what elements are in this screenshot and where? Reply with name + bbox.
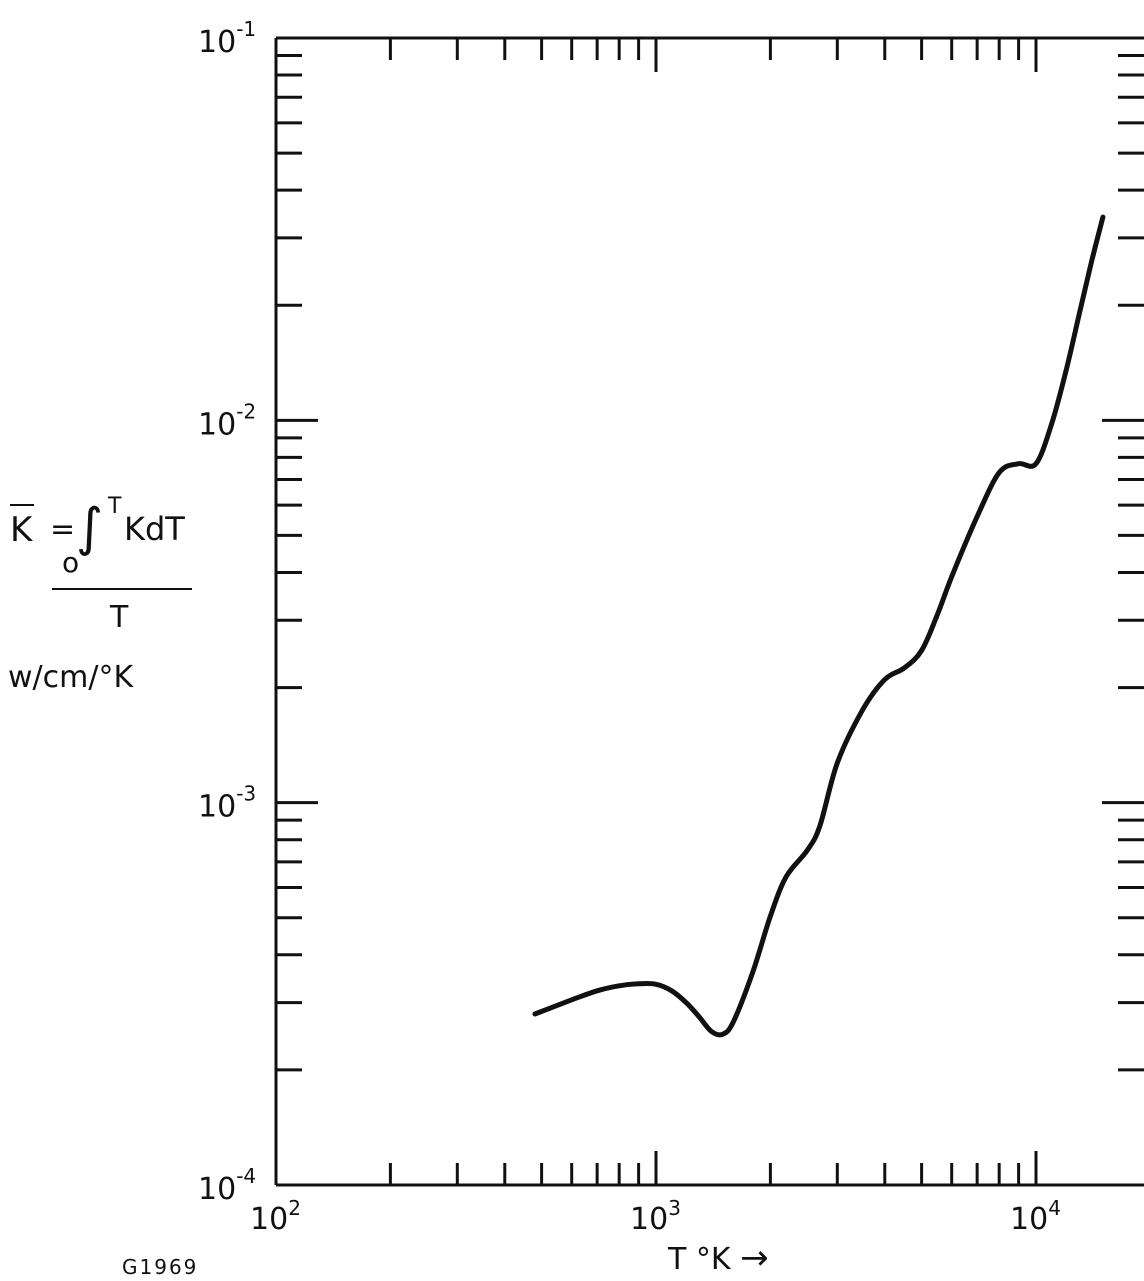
ylabel-denominator: T xyxy=(110,600,129,635)
ylabel-fraction-bar xyxy=(52,588,192,590)
y-tick-label: 10-1 xyxy=(198,17,256,60)
plot-frame xyxy=(274,36,1144,1187)
right-arrow-icon: → xyxy=(740,1238,769,1278)
series-line xyxy=(532,214,1106,1038)
x-axis-label: T °K → xyxy=(668,1238,769,1278)
ylabel-lower-limit: o xyxy=(62,546,80,579)
x-axis-label-text: T °K xyxy=(668,1242,731,1277)
y-axis-ticks: 10-4 10-3 10-2 10-1 xyxy=(198,17,1144,1207)
ylabel-lhs: K xyxy=(10,510,33,550)
ylabel-units: w/cm/°K xyxy=(8,660,134,695)
y-tick-label: 10-2 xyxy=(198,399,256,442)
ylabel-upper-limit: T xyxy=(108,494,122,519)
figure-id: G1969 xyxy=(122,1255,199,1279)
ylabel-equals: = xyxy=(50,512,76,547)
y-tick-label: 10-4 xyxy=(198,1164,256,1207)
ylabel-integral: ∫ xyxy=(76,498,104,558)
ylabel-integrand: KdT xyxy=(124,510,185,548)
x-axis-ticks: 102 103 104 xyxy=(250,38,1061,1237)
series-layer xyxy=(532,214,1106,1038)
x-tick-label: 103 xyxy=(630,1196,681,1237)
x-tick-label: 104 xyxy=(1010,1196,1061,1237)
x-tick-label: 102 xyxy=(250,1196,301,1237)
y-tick-label: 10-3 xyxy=(198,782,256,825)
ylabel-overbar xyxy=(10,504,34,506)
